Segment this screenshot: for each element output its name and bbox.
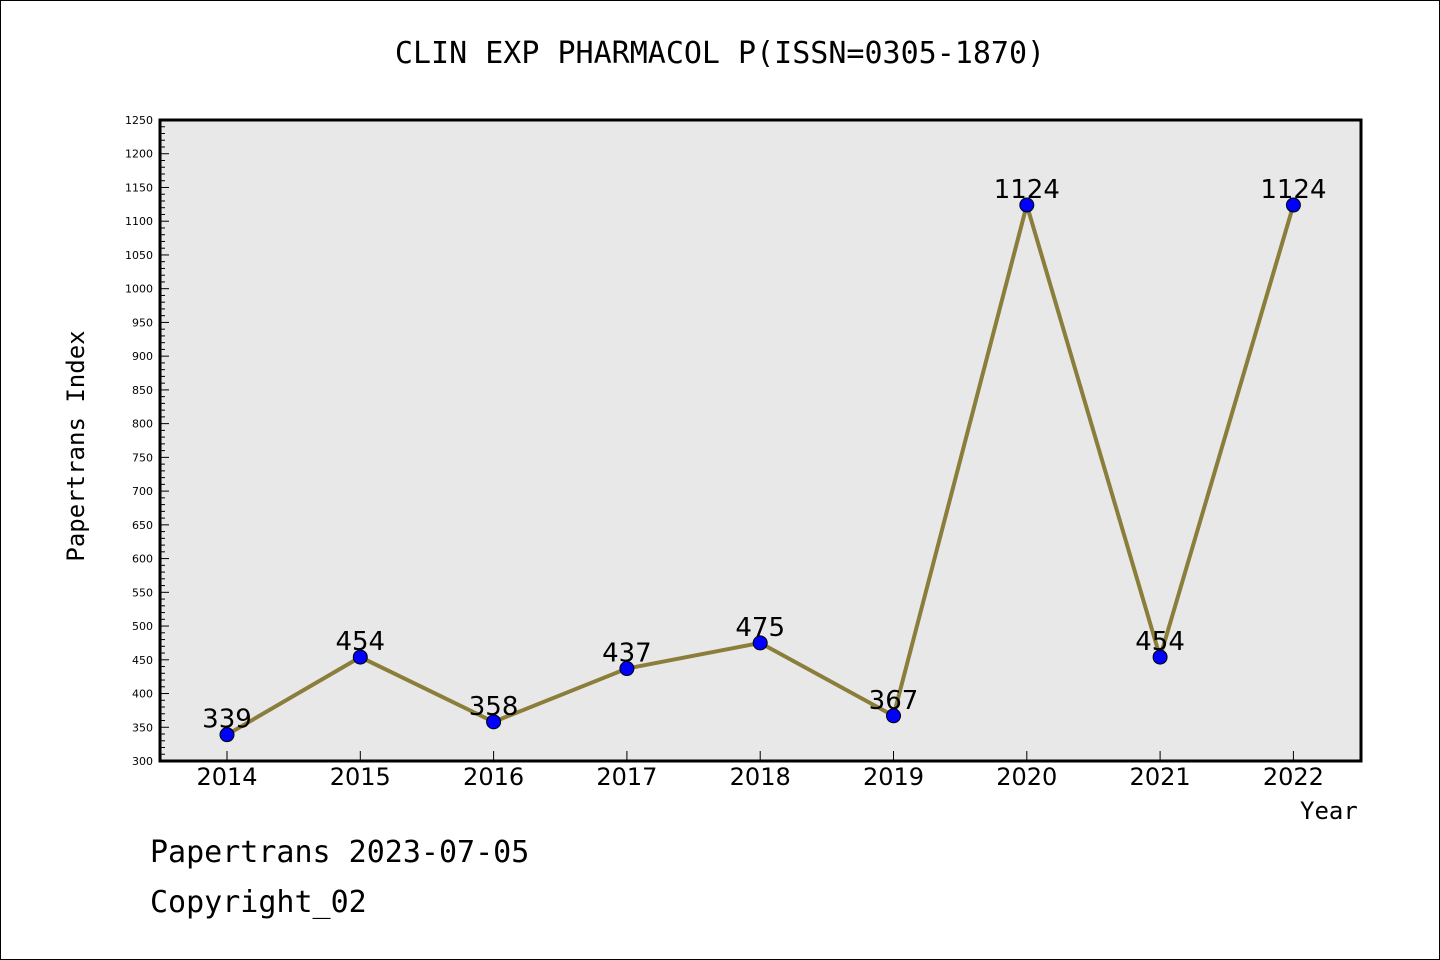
data-point (1152, 649, 1168, 665)
x-tick-label: 2021 (1130, 763, 1191, 791)
y-tick-label: 450 (132, 654, 153, 667)
plot-border (158, 118, 1363, 763)
y-tick-label: 1250 (125, 114, 153, 127)
data-point (1019, 197, 1035, 213)
data-point (219, 727, 235, 743)
y-tick-label: 1150 (125, 181, 153, 194)
chart-title: CLIN EXP PHARMACOL P(ISSN=0305-1870) (394, 36, 1046, 71)
data-label: 1124 (994, 175, 1060, 205)
y-tick-label: 550 (132, 586, 153, 599)
y-tick-label: 400 (132, 688, 153, 701)
data-label: 475 (735, 613, 785, 643)
data-label: 358 (469, 692, 519, 722)
x-tick-label: 2014 (196, 763, 257, 791)
y-tick-label: 300 (132, 755, 153, 768)
y-tick-label: 1100 (125, 215, 153, 228)
data-label: 367 (869, 686, 919, 716)
x-axis-label: Year (1300, 797, 1358, 825)
x-tick-label: 2022 (1263, 763, 1324, 791)
x-tick-label: 2020 (996, 763, 1057, 791)
data-point (1285, 197, 1301, 213)
x-tick-label: 2017 (596, 763, 657, 791)
x-tick-label: 2018 (730, 763, 791, 791)
y-tick-label: 800 (132, 418, 153, 431)
x-tick-label: 2015 (330, 763, 391, 791)
y-tick-label: 350 (132, 721, 153, 734)
data-label: 1124 (1260, 175, 1326, 205)
y-tick-label: 750 (132, 451, 153, 464)
data-label: 437 (602, 639, 652, 669)
y-tick-label: 700 (132, 485, 153, 498)
y-tick-label: 1200 (125, 148, 153, 161)
y-tick-label: 650 (132, 519, 153, 532)
data-label: 339 (202, 705, 252, 735)
x-tick-label: 2016 (463, 763, 524, 791)
y-tick-label: 950 (132, 316, 153, 329)
data-point (886, 708, 901, 724)
y-tick-label: 900 (132, 350, 153, 363)
plot-area (160, 120, 1361, 761)
data-label: 454 (1135, 627, 1185, 657)
data-point (352, 649, 368, 665)
data-point (619, 661, 635, 677)
y-axis-label: Papertrans Index (62, 330, 90, 562)
y-tick-label: 850 (132, 384, 153, 397)
footer-date-line: Papertrans 2023-07-05 (150, 835, 530, 870)
data-label: 454 (335, 627, 385, 657)
y-tick-label: 1050 (125, 249, 153, 262)
y-tick-label: 1000 (125, 283, 153, 296)
y-tick-label: 600 (132, 553, 153, 566)
x-tick-label: 2019 (863, 763, 924, 791)
footer-copyright-line: Copyright_02 (150, 885, 367, 920)
y-tick-label: 500 (132, 620, 153, 633)
data-point (752, 635, 768, 651)
data-point (486, 714, 502, 730)
